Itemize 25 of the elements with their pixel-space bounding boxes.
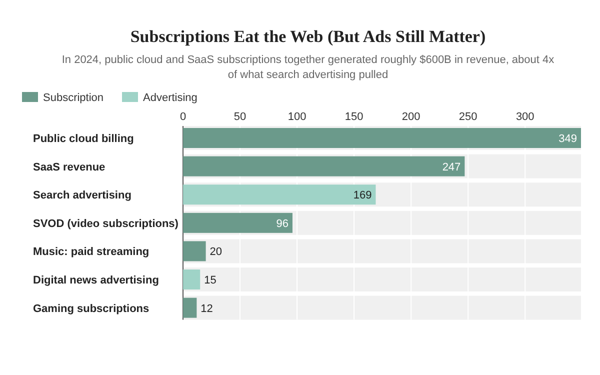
y-tick-label: SVOD (video subscriptions) xyxy=(33,218,179,230)
x-tick-label: 50 xyxy=(234,111,246,123)
legend-label: Advertising xyxy=(143,92,198,104)
chart-subtitle: In 2024, public cloud and SaaS subscriptions together generated roughly $600B in revenue, about 4x of what search advertising pulled xyxy=(62,54,555,81)
y-tick-label: Search advertising xyxy=(33,190,132,202)
y-tick-label: Digital news advertising xyxy=(33,274,159,286)
x-tick-label: 150 xyxy=(344,111,364,123)
y-tick-label: Gaming subscriptions xyxy=(33,302,150,315)
legend-label: Subscription xyxy=(43,92,104,104)
data-label: 15 xyxy=(204,274,216,286)
y-tick-label: SaaS revenue xyxy=(33,161,106,174)
data-label: 12 xyxy=(200,302,213,315)
data-label: 169 xyxy=(353,190,372,202)
data-label: 96 xyxy=(276,218,288,230)
x-tick-label: 100 xyxy=(288,111,306,123)
data-label: 20 xyxy=(210,246,222,258)
y-tick-label: Music: paid streaming xyxy=(33,246,150,258)
x-tick-label: 250 xyxy=(458,111,478,123)
data-label: 349 xyxy=(558,133,577,145)
x-tick-label: 0 xyxy=(180,111,186,123)
y-tick-label: Public cloud billing xyxy=(33,133,134,145)
data-label: 247 xyxy=(442,161,461,174)
chart-title: Subscriptions Eat the Web (But Ads Still Matter) xyxy=(130,27,486,46)
x-tick-label: 200 xyxy=(402,111,420,123)
x-tick-label: 300 xyxy=(516,111,534,123)
